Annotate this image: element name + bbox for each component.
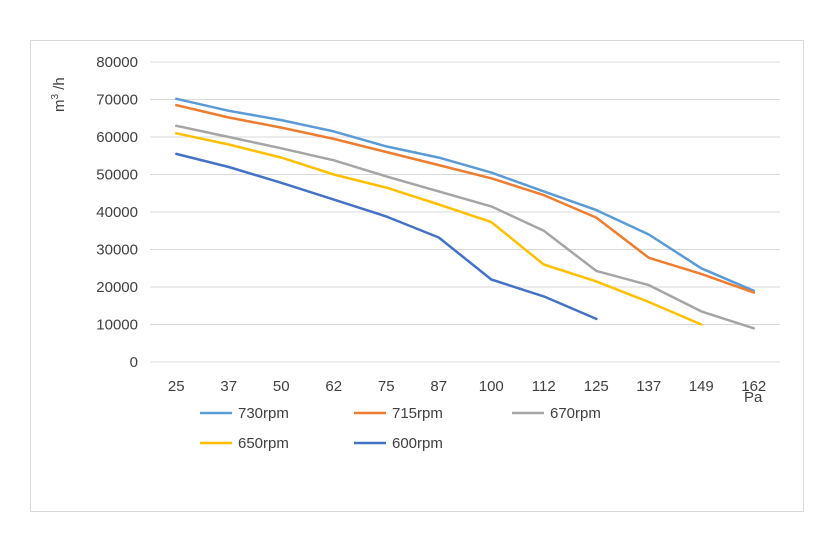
x-tick-label: 25 [168,378,185,395]
legend-item: 670rpm [512,405,601,422]
legend-label: 670rpm [550,405,601,422]
legend-item: 650rpm [200,435,289,452]
legend-item: 730rpm [200,405,289,422]
legend-item: 600rpm [354,435,443,452]
y-tick-label: 0 [130,354,138,371]
y-tick-label: 50000 [96,167,138,184]
x-tick-label: 112 [532,378,556,395]
gridlines [150,61,780,363]
series-line-715rpm [175,103,756,294]
y-axis-title: m3 /h [50,77,68,112]
x-tick-label: 100 [479,378,504,395]
y-tick-label: 40000 [96,204,138,221]
y-tick-label: 10000 [96,317,138,334]
y-tick-label: 30000 [96,242,138,259]
x-tick-label: 125 [584,378,609,395]
x-tick-label: 37 [220,378,237,395]
x-tick-label: 62 [325,378,342,395]
series-line-730rpm [175,97,756,293]
series-line-670rpm [175,124,756,330]
series-line-650rpm [175,132,703,326]
legend-label: 600rpm [392,435,443,452]
x-tick-label: 87 [430,378,447,395]
y-tick-label: 60000 [96,129,138,146]
legend-label: 715rpm [392,405,443,422]
x-tick-label: 149 [689,378,714,395]
y-tick-label: 20000 [96,279,138,296]
series-lines [175,97,756,330]
x-tick-label: 137 [636,378,661,395]
series-line-600rpm [175,152,598,321]
x-tick-label: 75 [378,378,395,395]
chart-frame [30,40,804,512]
x-tick-label: 162 [741,378,766,395]
y-tick-label: 80000 [96,54,138,71]
legend-label: 730rpm [238,405,289,422]
legend: 730rpm 715rpm 670rpm 650rpm 600rpm [200,405,601,452]
x-axis-ticks: 25 37 50 62 75 87 100 112 125 137 149 162 [168,378,766,395]
x-tick-label: 50 [273,378,290,395]
y-axis-ticks: 0 10000 20000 30000 40000 50000 60000 70000 8000… [96,54,138,371]
y-tick-label: 70000 [96,92,138,109]
legend-label: 650rpm [238,435,289,452]
x-axis-title: Pa [744,389,763,406]
legend-item: 715rpm [354,405,443,422]
